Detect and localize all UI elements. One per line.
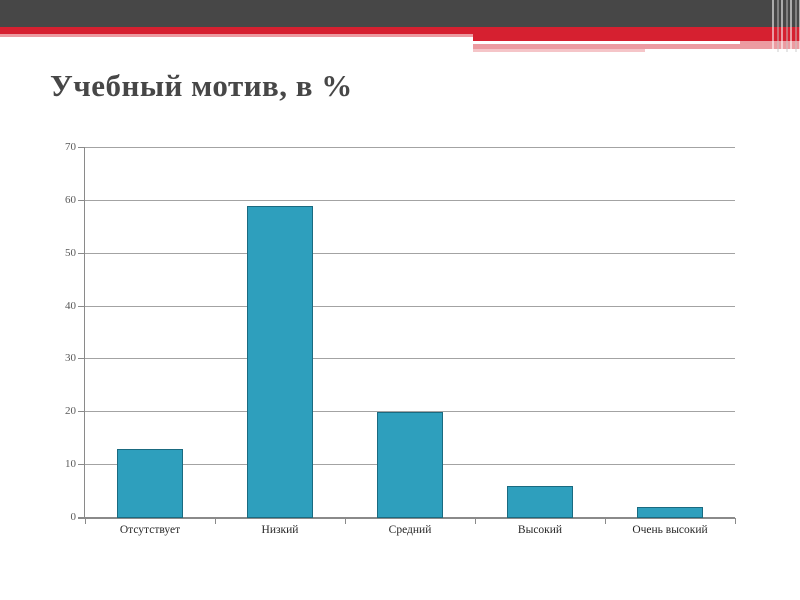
bar-Очень высокий bbox=[637, 507, 703, 518]
x-tick-3 bbox=[475, 518, 476, 524]
header-pink-stripe-left bbox=[0, 34, 473, 37]
x-axis-line bbox=[78, 517, 735, 519]
y-axis-label: 20 bbox=[65, 405, 76, 418]
slide-title: Учебный мотив, в % bbox=[50, 68, 353, 103]
bar-Средний bbox=[377, 412, 443, 518]
bar-Высокий bbox=[507, 486, 573, 518]
y-axis-line bbox=[84, 148, 85, 518]
y-tick-50 bbox=[78, 252, 85, 254]
header-corner-stripes bbox=[770, 0, 800, 52]
y-axis-label: 30 bbox=[65, 352, 76, 365]
y-tick-70 bbox=[78, 147, 85, 148]
header-pink-band-right bbox=[473, 41, 800, 49]
y-axis-label: 70 bbox=[65, 141, 76, 153]
x-tick-1 bbox=[215, 518, 216, 524]
x-axis-label: Низкий bbox=[261, 524, 299, 536]
y-tick-40 bbox=[78, 305, 85, 307]
x-tick-2 bbox=[345, 518, 346, 524]
x-axis-label: Средний bbox=[388, 524, 432, 536]
header-dark-bar bbox=[0, 0, 800, 27]
y-axis-label: 10 bbox=[65, 458, 76, 471]
header-pink-band-lower bbox=[473, 49, 645, 52]
gridline-30 bbox=[85, 358, 735, 360]
x-tick-0 bbox=[85, 518, 86, 524]
x-tick-4 bbox=[605, 518, 606, 524]
y-tick-30 bbox=[78, 358, 85, 360]
gridline-60 bbox=[85, 199, 735, 201]
gridline-20 bbox=[85, 411, 735, 413]
gridline-50 bbox=[85, 252, 735, 254]
gridline-40 bbox=[85, 305, 735, 307]
x-axis-label: Отсутствует bbox=[119, 524, 181, 536]
x-axis-label: Очень высокий bbox=[632, 524, 708, 536]
y-axis-label: 0 bbox=[70, 511, 77, 523]
bar-Низкий bbox=[247, 206, 313, 518]
y-tick-20 bbox=[78, 411, 85, 413]
x-tick-5 bbox=[735, 518, 736, 524]
y-tick-60 bbox=[78, 199, 85, 201]
header-white-line bbox=[473, 41, 740, 44]
y-tick-10 bbox=[78, 464, 85, 466]
bar-Отсутствует bbox=[117, 449, 183, 518]
x-axis-label: Высокий bbox=[517, 524, 563, 536]
gridline-70 bbox=[85, 147, 735, 148]
y-axis-label: 50 bbox=[65, 246, 76, 259]
header-red-stripe bbox=[0, 27, 800, 34]
y-axis-label: 40 bbox=[65, 299, 76, 312]
header-red-block-right bbox=[473, 34, 800, 41]
y-axis-label: 60 bbox=[65, 193, 76, 206]
